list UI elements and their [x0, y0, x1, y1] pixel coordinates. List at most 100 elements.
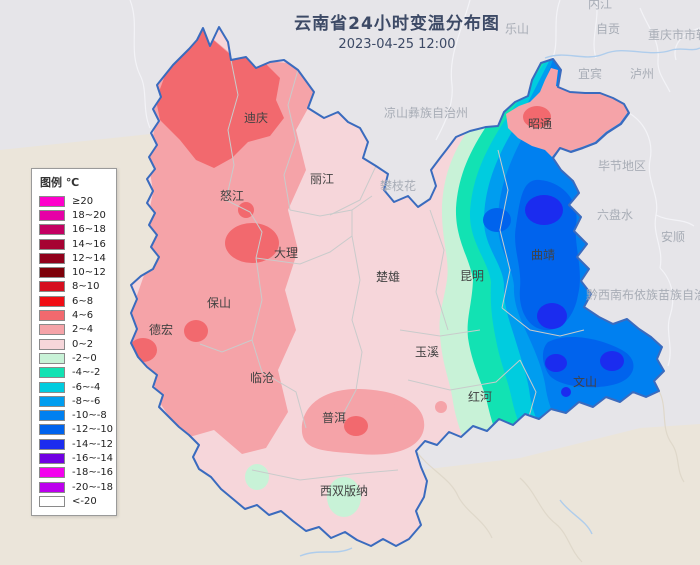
legend-label: 16~18 — [72, 224, 106, 236]
legend-label: -6~-4 — [72, 381, 101, 393]
label-lijiang: 丽江 — [310, 172, 334, 186]
legend-row: -6~-4 — [39, 380, 112, 394]
blob-4-6-dehong-east — [184, 320, 208, 342]
legend-label: -18~-16 — [72, 467, 114, 479]
legend-row: <-20 — [39, 494, 112, 508]
blob-4-6-zhaotong — [523, 106, 551, 128]
label-leshan: 乐山 — [505, 22, 529, 36]
legend-swatch — [39, 267, 65, 279]
pref-line-4 — [289, 195, 373, 217]
legend-swatch — [39, 424, 65, 436]
legend-row: 14~16 — [39, 237, 112, 251]
label-diqing: 迪庆 — [244, 111, 268, 125]
legend-row: -12~-10 — [39, 423, 113, 437]
legend-row: -8~-6 — [39, 394, 112, 408]
legend-swatch — [39, 195, 65, 207]
pref-line-5 — [255, 210, 353, 265]
legend-label: -10~-8 — [72, 410, 107, 422]
label-lincang: 临沧 — [250, 370, 274, 385]
legend-label: 4~6 — [72, 310, 94, 322]
map-title-block: 云南省24小时变温分布图 2023-04-25 12:00 — [247, 9, 547, 52]
legend-row: 12~14 — [39, 251, 112, 265]
band-2-4-zhaotong — [506, 68, 628, 157]
pref-line-15 — [501, 307, 585, 337]
label-yibin: 宜宾 — [578, 66, 602, 81]
legend-swatch — [39, 381, 65, 393]
legend-title: 图例 ℃ — [40, 176, 80, 189]
legend-swatch — [39, 281, 65, 293]
boundary-sichuan-3 — [593, 0, 598, 59]
legend-swatch — [39, 481, 65, 493]
label-liupanshui: 六盘水 — [597, 207, 633, 222]
legend-row: 10~12 — [39, 265, 112, 279]
label-neijiang: 内江 — [588, 0, 612, 11]
label-wenshan: 文山 — [573, 374, 597, 389]
legend-label: 6~8 — [72, 295, 94, 307]
label-yuxi: 玉溪 — [415, 345, 439, 359]
legend-label: -14~-12 — [72, 438, 114, 450]
legend-label: 18~20 — [72, 209, 106, 221]
pref-line-8 — [261, 371, 307, 429]
label-chuxiong: 楚雄 — [376, 269, 400, 284]
label-anshun: 安顺 — [661, 229, 685, 244]
pref-line-3 — [225, 199, 263, 259]
legend-swatch — [39, 367, 65, 379]
label-qujing: 曲靖 — [531, 248, 555, 262]
river-red — [559, 499, 593, 535]
legend-swatch — [39, 209, 65, 221]
legend-swatch — [39, 224, 65, 236]
core-minus14-qujing-s — [537, 303, 567, 329]
pref-line-13 — [399, 329, 481, 337]
boundary-vietnam-2 — [658, 390, 685, 483]
blob-minus12-wenshan — [542, 336, 634, 388]
boundary-sichuan-1 — [435, 0, 471, 141]
legend-row: 2~4 — [39, 323, 112, 337]
label-panzhihua: 攀枝花 — [380, 178, 416, 193]
legend-swatch — [39, 252, 65, 264]
pref-line-16 — [519, 359, 537, 421]
legend-row: -2~0 — [39, 351, 112, 365]
core-minus14-wenshan-e — [600, 351, 624, 371]
legend-label: -20~-18 — [72, 481, 114, 493]
legend-label: 12~14 — [72, 252, 106, 264]
label-qianxinan: 黔西南布依族苗族自治州 — [586, 287, 700, 302]
page-title: 云南省24小时变温分布图 — [294, 14, 500, 34]
neighbor-labels: 乐山 内江 自贡 重庆市市辖区 宜宾 泸州 凉山彝族自治州 攀枝花 毕节地区 六… — [380, 0, 700, 302]
boundary-guizhou-3 — [659, 267, 674, 367]
legend-label: ≥20 — [72, 195, 94, 207]
label-bijie: 毕节地区 — [598, 159, 646, 173]
legend-panel: 图例 ℃ ≥20 18~20 16~18 14~16 12~14 10~12 8… — [31, 168, 117, 516]
boundary-chongqing — [639, 7, 671, 93]
neighbor-boundaries — [129, 0, 700, 367]
legend-row: ≥20 — [39, 194, 112, 208]
rivers — [299, 47, 700, 557]
dot-2-4-honghe-1 — [394, 400, 406, 412]
legend-row: 4~6 — [39, 308, 112, 322]
boundary-tibet — [129, 0, 151, 129]
legend-swatch — [39, 467, 65, 479]
legend-row: 8~10 — [39, 280, 112, 294]
legend-row: 18~20 — [39, 208, 112, 222]
boundary-chongqing-2 — [674, 27, 700, 61]
blob-minus2-banna-west — [245, 464, 269, 490]
label-honghe: 红河 — [468, 389, 492, 404]
province-border — [130, 26, 665, 547]
legend-label: 0~2 — [72, 338, 94, 350]
legend-swatch — [39, 438, 65, 450]
label-nujiang: 怒江 — [220, 188, 244, 203]
blob-4-6-dali — [225, 223, 279, 263]
map-datetime: 2023-04-25 12:00 — [338, 37, 456, 52]
pref-line-1 — [225, 59, 239, 201]
label-chongqing: 重庆市市辖区 — [648, 27, 700, 42]
blob-minus2-banna-main — [327, 477, 361, 517]
boundary-guizhou-2 — [655, 214, 695, 227]
legend-label: 2~4 — [72, 324, 94, 336]
blob-minus12-kunming-ne — [483, 208, 511, 232]
boundary-laos — [519, 477, 583, 563]
legend-row: 6~8 — [39, 294, 112, 308]
river-yangtze — [544, 47, 700, 59]
pref-line-9 — [339, 235, 363, 421]
legend-swatch — [39, 352, 65, 364]
